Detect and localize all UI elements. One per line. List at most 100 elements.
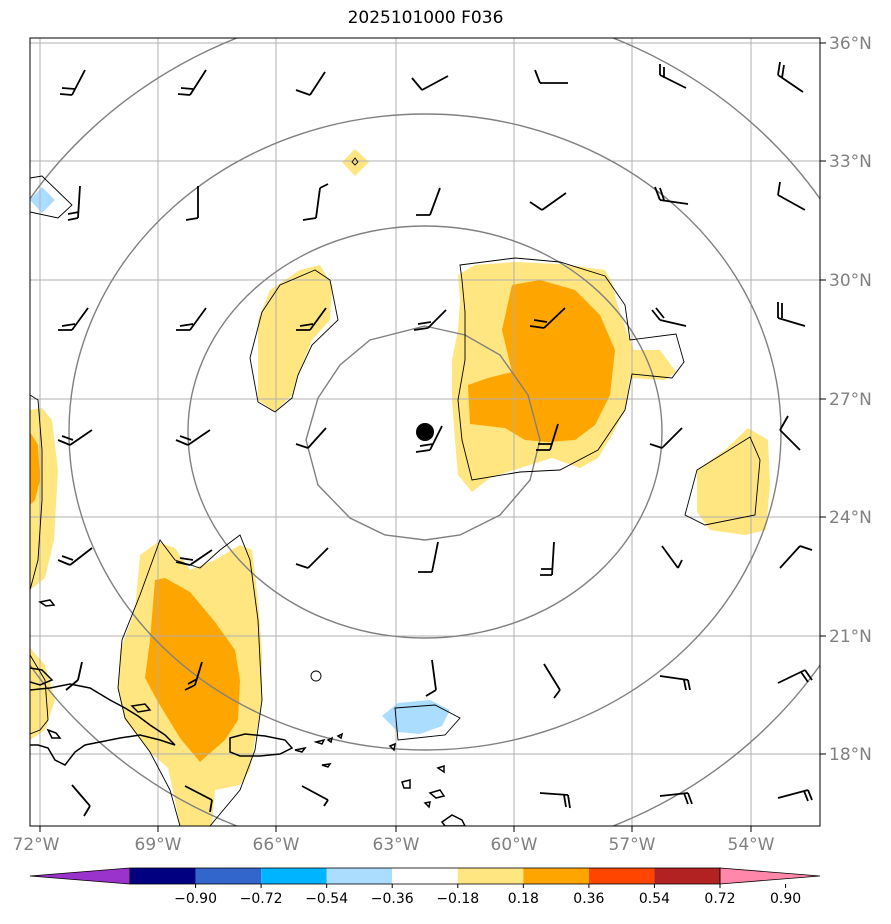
island-coast: [388, 742, 396, 752]
lon-label: 66°W: [253, 835, 300, 855]
wind-barb: [659, 675, 691, 691]
wind-barb: [177, 69, 207, 96]
wind-barb: [543, 663, 561, 699]
wind-barb: [659, 64, 687, 89]
positive-anomaly-patch: [697, 428, 770, 535]
colorbar-box: [130, 868, 196, 884]
wind-barb: [411, 75, 449, 91]
colorbar-box: [392, 868, 458, 884]
wind-barb: [295, 547, 329, 569]
lat-label: 36°N: [829, 34, 872, 54]
wind-barb: [175, 429, 211, 446]
lon-label: 57°W: [609, 835, 656, 855]
island-coast: [313, 738, 326, 745]
lat-label: 33°N: [829, 152, 872, 172]
wind-barb: [540, 541, 555, 576]
wind-barb: [176, 307, 207, 331]
positive-anomaly-patch: [30, 648, 55, 740]
colorbar-extend-high: [719, 867, 821, 885]
negative-anomaly-patch: [30, 187, 55, 213]
colorbar-box: [326, 868, 393, 884]
colorbar-tick-label: 0.72: [704, 891, 735, 907]
range-ring: [30, 38, 820, 826]
longitude-axis: 72°W 69°W 66°W 63°W 60°W 57°W 54°W: [13, 826, 775, 855]
island-coast: [130, 703, 152, 713]
colorbar-box: [261, 868, 327, 884]
colorbar-tick-label: −0.54: [305, 891, 348, 907]
field-fills: [30, 149, 770, 826]
island-coast: [294, 746, 307, 753]
colorbar-box: [457, 868, 524, 884]
wind-barb: [57, 429, 93, 446]
wind-barb: [659, 792, 693, 805]
lat-label: 27°N: [829, 390, 872, 410]
graticule: [30, 38, 820, 826]
plot-frame: [29, 37, 821, 827]
lon-label: 72°W: [13, 835, 60, 855]
wind-barb: [71, 784, 91, 817]
island-coast: [436, 764, 445, 774]
wind-barb: [779, 415, 801, 451]
wind-barb: [65, 661, 83, 691]
strong-positive-anomaly-patch: [468, 280, 615, 442]
strong-positive-anomaly-patch: [145, 578, 240, 762]
range-ring: [305, 325, 541, 541]
colorbar-tick-label: −0.90: [174, 891, 217, 907]
map-title: 2025101000 F036: [347, 8, 504, 28]
positive-anomaly-patch: [342, 149, 369, 176]
wind-barb: [777, 789, 813, 802]
cuba-coast: [30, 667, 54, 686]
colorbar-box: [195, 868, 262, 884]
wind-barb: [301, 785, 329, 807]
hispaniola-coast: [30, 683, 176, 766]
lon-label: 69°W: [135, 835, 182, 855]
colorbar-tick-label: −0.36: [371, 891, 414, 907]
wind-barb: [58, 307, 89, 331]
island-coast: [38, 599, 56, 607]
colorbar-tick-label: −0.18: [436, 891, 479, 907]
range-ring: [187, 225, 663, 639]
wind-barb: [777, 302, 806, 327]
latitude-axis: 36°N 33°N 30°N 27°N 24°N 21°N 18°N: [820, 34, 872, 765]
puerto-rico-coast: [229, 733, 294, 757]
colorbar-box: [654, 868, 720, 884]
wind-barb: [529, 307, 566, 329]
wind-barb: [296, 307, 327, 331]
wind-barb: [529, 192, 567, 211]
wind-barb: [295, 71, 326, 96]
wind-barb: [295, 427, 327, 449]
wind-barb: [418, 541, 439, 573]
field-contours: [30, 157, 761, 826]
colorbar: −0.90 −0.72 −0.54 −0.36 −0.18 0.18 0.36 0.54 0.7…: [29, 867, 821, 907]
lat-label: 30°N: [829, 271, 872, 291]
wind-barb: [57, 547, 93, 566]
island-coast: [326, 736, 334, 744]
wind-barb: [777, 61, 804, 93]
wind-barb: [416, 187, 441, 216]
colorbar-box: [588, 868, 655, 884]
colorbar-tick-label: 0.36: [573, 891, 604, 907]
lon-label: 60°W: [491, 835, 538, 855]
wind-barb: [59, 69, 86, 96]
colorbar-tick-label: 0.54: [639, 891, 670, 907]
colorbar-tick-label: −0.72: [240, 891, 283, 907]
island-coast: [321, 763, 332, 768]
island-coast: [440, 814, 466, 826]
storm-center-marker: [416, 423, 434, 441]
wind-barb: [67, 185, 81, 221]
wind-barb: [654, 186, 689, 205]
wind-barb: [777, 669, 813, 684]
wind-barb: [536, 423, 559, 451]
hispaniola-coast: [46, 728, 62, 739]
wind-barb: [534, 69, 568, 84]
island-coast: [401, 779, 411, 789]
island-coast: [336, 732, 344, 740]
wind-barbs: [57, 61, 813, 817]
wind-barb: [413, 309, 447, 331]
colorbar-extend-low: [29, 867, 131, 885]
colorbar-frame: [129, 867, 721, 885]
wind-barb: [425, 659, 437, 697]
strong-positive-anomaly-patch: [30, 432, 40, 505]
range-rings: [30, 38, 820, 826]
island-coast: [423, 801, 431, 809]
